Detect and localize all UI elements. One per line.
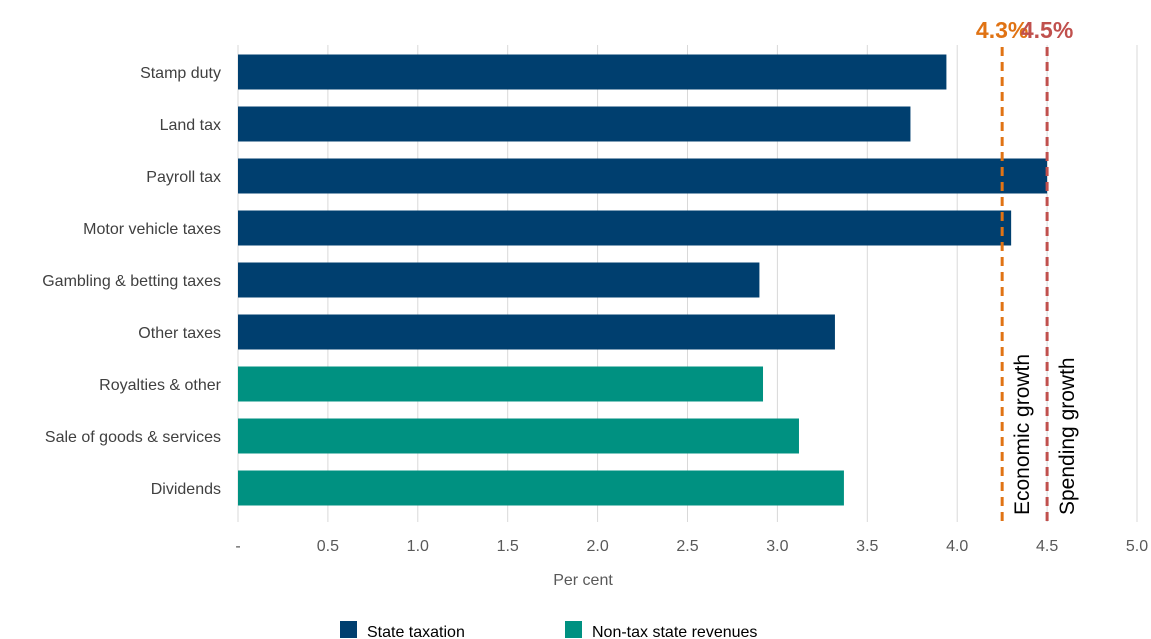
category-label: Land tax	[160, 117, 221, 134]
category-label: Royalties & other	[99, 377, 222, 394]
legend-swatch	[565, 621, 582, 638]
x-tick-label: 5.0	[1126, 538, 1148, 555]
x-tick-label: 1.5	[497, 538, 519, 555]
category-label: Motor vehicle taxes	[83, 221, 221, 238]
x-tick-label: 2.5	[676, 538, 698, 555]
reference-value-label: 4.5%	[1021, 17, 1073, 43]
category-label: Stamp duty	[140, 65, 221, 82]
x-tick-label: 3.0	[766, 538, 788, 555]
bar	[238, 262, 760, 298]
legend-label: Non-tax state revenues	[592, 624, 757, 639]
category-label: Payroll tax	[146, 169, 221, 186]
legend: State taxation Non-tax state revenues	[340, 621, 757, 639]
bars	[238, 54, 1048, 506]
bar	[238, 314, 835, 350]
x-axis-title: Per cent	[553, 572, 613, 589]
bar	[238, 106, 911, 142]
bar	[238, 54, 947, 90]
x-tick-label: 4.0	[946, 538, 968, 555]
legend-label: State taxation	[367, 624, 465, 639]
x-tick-label: -	[235, 538, 240, 555]
category-label: Gambling & betting taxes	[42, 273, 221, 290]
category-label: Sale of goods & services	[45, 429, 221, 446]
bar	[238, 418, 799, 454]
bar	[238, 366, 764, 402]
reference-line-label: Spending growth	[1056, 357, 1079, 515]
category-labels: Stamp duty Land tax Payroll tax Motor vehic…	[42, 65, 221, 498]
legend-swatch	[340, 621, 357, 638]
x-tick-label: 4.5	[1036, 538, 1058, 555]
x-tick-label: 2.0	[586, 538, 608, 555]
x-tick-label: 3.5	[856, 538, 878, 555]
bar	[238, 158, 1048, 194]
x-tick-label: 1.0	[407, 538, 429, 555]
category-label: Dividends	[151, 481, 221, 498]
reference-value-label: 4.3%	[976, 17, 1028, 43]
x-tick-labels: - 0.5 1.0 1.5 2.0 2.5 3.0 3.5 4.0 4.5 5.0	[235, 538, 1148, 555]
bar	[238, 470, 844, 506]
bar	[238, 210, 1012, 246]
reference-line-label: Economic growth	[1011, 354, 1034, 515]
x-tick-label: 0.5	[317, 538, 339, 555]
reference-lines: 4.3% Economic growth 4.5% Spending growth	[976, 17, 1079, 522]
category-label: Other taxes	[138, 325, 221, 342]
